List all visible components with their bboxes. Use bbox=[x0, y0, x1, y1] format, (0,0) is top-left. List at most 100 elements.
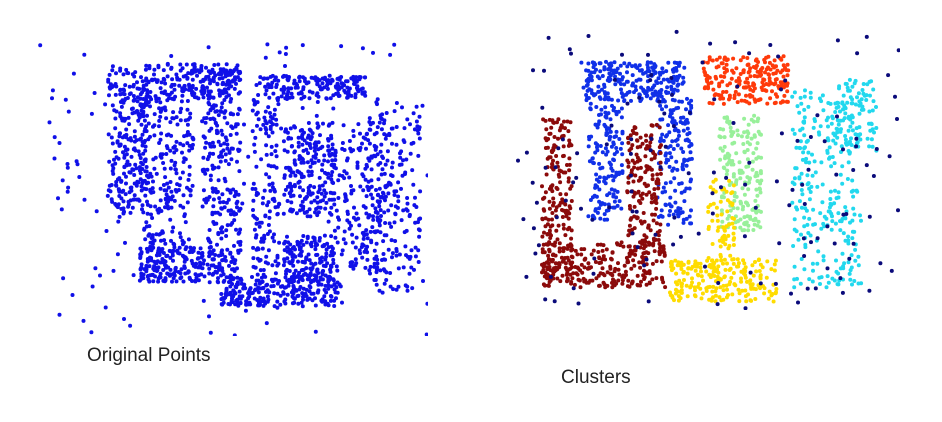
data-point-series-0 bbox=[352, 81, 356, 86]
data-point-series-5 bbox=[844, 82, 849, 86]
data-point-series-6 bbox=[774, 179, 779, 184]
data-point-series-0 bbox=[152, 112, 157, 117]
data-point-series-0 bbox=[170, 279, 174, 284]
data-point-series-1 bbox=[566, 176, 571, 181]
data-point-series-0 bbox=[221, 279, 226, 284]
data-point-series-0 bbox=[336, 178, 341, 183]
data-point-series-0 bbox=[308, 285, 313, 290]
data-point-series-0 bbox=[335, 91, 340, 96]
data-point-series-0 bbox=[336, 196, 341, 200]
data-point-series-0 bbox=[224, 200, 229, 205]
data-point-series-1 bbox=[638, 177, 643, 182]
data-point-series-0 bbox=[285, 97, 289, 101]
data-point-series-2 bbox=[752, 97, 757, 102]
data-point-series-0 bbox=[295, 294, 300, 299]
data-point-series-0 bbox=[178, 176, 183, 181]
data-point-series-5 bbox=[833, 188, 837, 193]
data-point-series-0 bbox=[646, 65, 650, 70]
data-point-series-5 bbox=[843, 216, 848, 221]
data-point-series-1 bbox=[557, 128, 562, 133]
data-point-series-0 bbox=[334, 296, 338, 301]
data-point-series-1 bbox=[573, 248, 578, 253]
data-point-series-2 bbox=[758, 73, 763, 78]
data-point-series-0 bbox=[684, 163, 689, 168]
data-point-series-4 bbox=[756, 258, 761, 263]
data-point-series-0 bbox=[329, 173, 334, 178]
data-point-series-1 bbox=[575, 265, 580, 270]
data-point-series-0 bbox=[346, 91, 351, 96]
data-point-series-0 bbox=[119, 179, 124, 183]
data-point-series-0 bbox=[612, 68, 617, 73]
data-point-series-0 bbox=[307, 142, 312, 146]
data-point-series-2 bbox=[780, 99, 785, 104]
data-point-series-0 bbox=[157, 206, 162, 211]
data-point-series-0 bbox=[330, 170, 335, 174]
data-point-series-1 bbox=[545, 145, 550, 150]
data-point-series-0 bbox=[211, 79, 216, 84]
data-point-series-0 bbox=[264, 88, 269, 93]
data-point-series-0 bbox=[281, 263, 286, 268]
data-point-series-0 bbox=[228, 212, 233, 217]
data-point-series-5 bbox=[810, 173, 815, 178]
data-point-series-0 bbox=[57, 312, 62, 317]
data-point-series-0 bbox=[350, 240, 355, 245]
data-point-series-6 bbox=[642, 263, 647, 268]
data-point-series-0 bbox=[250, 275, 254, 279]
data-point-series-5 bbox=[792, 90, 797, 95]
data-point-series-0 bbox=[604, 208, 609, 213]
data-point-series-0 bbox=[396, 266, 401, 271]
data-point-series-0 bbox=[152, 133, 157, 138]
data-point-series-6 bbox=[710, 191, 715, 196]
data-point-series-0 bbox=[236, 231, 241, 236]
data-point-series-0 bbox=[273, 205, 278, 210]
data-point-series-0 bbox=[127, 84, 132, 89]
data-point-series-0 bbox=[615, 149, 619, 154]
data-point-series-0 bbox=[270, 73, 275, 78]
data-point-series-3 bbox=[753, 216, 758, 221]
data-point-series-3 bbox=[758, 190, 763, 195]
data-point-series-0 bbox=[179, 99, 184, 104]
data-point-series-0 bbox=[117, 214, 122, 219]
data-point-series-0 bbox=[230, 221, 235, 225]
data-point-series-4 bbox=[743, 288, 748, 293]
data-point-series-0 bbox=[301, 160, 306, 165]
data-point-series-0 bbox=[311, 262, 316, 267]
data-point-series-0 bbox=[285, 245, 290, 250]
data-point-series-5 bbox=[808, 95, 813, 100]
data-point-series-5 bbox=[843, 134, 848, 138]
data-point-series-2 bbox=[781, 54, 786, 59]
data-point-series-0 bbox=[150, 233, 155, 238]
data-point-series-0 bbox=[304, 255, 309, 260]
data-point-series-0 bbox=[608, 162, 613, 167]
data-point-series-0 bbox=[387, 221, 392, 226]
data-point-series-6 bbox=[851, 168, 856, 172]
data-point-series-0 bbox=[261, 272, 266, 277]
data-point-series-0 bbox=[669, 204, 673, 209]
data-point-series-4 bbox=[729, 275, 734, 280]
data-point-series-4 bbox=[724, 189, 729, 194]
data-point-series-6 bbox=[576, 301, 581, 306]
data-point-series-1 bbox=[554, 154, 559, 158]
data-point-series-0 bbox=[159, 131, 164, 136]
data-point-series-0 bbox=[122, 144, 127, 149]
data-point-series-0 bbox=[228, 112, 233, 116]
data-point-series-0 bbox=[348, 260, 353, 265]
data-point-series-0 bbox=[685, 158, 690, 163]
data-point-series-0 bbox=[140, 207, 144, 212]
data-point-series-0 bbox=[283, 275, 288, 280]
data-point-series-0 bbox=[360, 231, 365, 235]
data-point-series-1 bbox=[632, 263, 637, 268]
data-point-series-1 bbox=[601, 254, 606, 259]
data-point-series-1 bbox=[658, 171, 663, 176]
data-point-series-0 bbox=[395, 205, 400, 210]
data-point-series-2 bbox=[710, 58, 715, 63]
data-point-series-3 bbox=[725, 119, 730, 124]
data-point-series-0 bbox=[136, 197, 141, 202]
data-point-series-6 bbox=[671, 124, 676, 129]
data-point-series-0 bbox=[364, 228, 369, 233]
data-point-series-0 bbox=[366, 138, 371, 143]
data-point-series-1 bbox=[657, 241, 662, 246]
data-point-series-2 bbox=[727, 97, 731, 102]
data-point-series-0 bbox=[200, 119, 205, 124]
data-point-series-6 bbox=[592, 256, 597, 261]
